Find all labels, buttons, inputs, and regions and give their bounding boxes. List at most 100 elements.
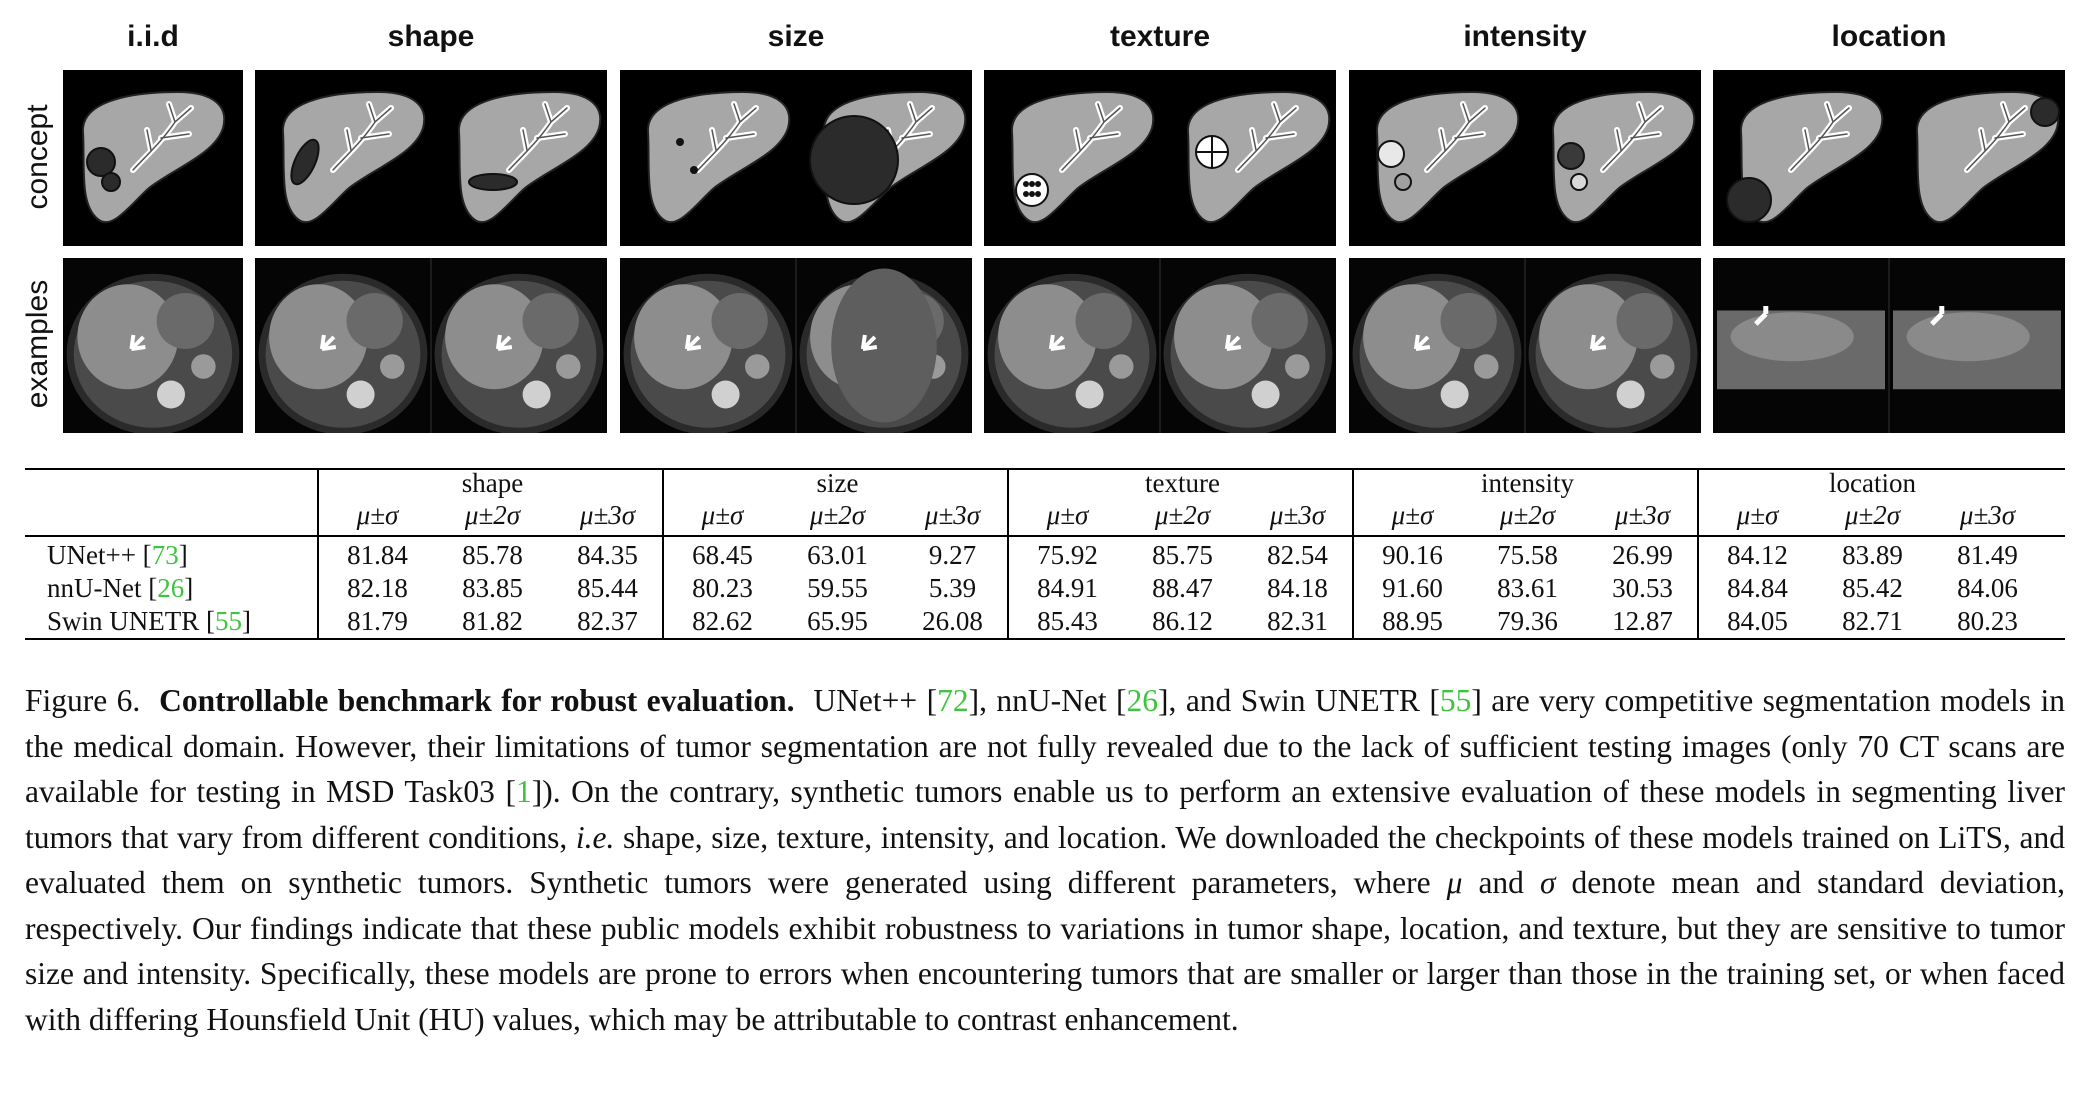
liver-location-edge-tumor-icon xyxy=(1915,90,2060,224)
liver-size-small-tumors-icon xyxy=(646,90,791,224)
table-cell: 85.78 xyxy=(462,540,523,570)
subheader: μ±3σ xyxy=(1614,500,1671,530)
table-cell: 84.84 xyxy=(1727,573,1788,603)
table-cell: 68.45 xyxy=(692,540,753,570)
table-cell: 83.89 xyxy=(1842,540,1903,570)
subheader: μ±3σ xyxy=(1269,500,1326,530)
subheader: μ±2σ xyxy=(464,500,521,530)
table-cell: 88.95 xyxy=(1382,606,1443,636)
figure-caption: Figure 6. Controllable benchmark for rob… xyxy=(25,683,2065,1037)
table-cell: 5.39 xyxy=(928,573,977,603)
citation-link[interactable]: 26 xyxy=(1126,683,1159,718)
subheader: μ±σ xyxy=(1391,500,1434,530)
group-header-texture: texture xyxy=(1145,468,1220,498)
column-title-shape: shape xyxy=(387,20,475,53)
row-label-examples: examples xyxy=(21,279,54,409)
liver-iid-two-dark-tumors-icon xyxy=(81,90,226,224)
column-separator xyxy=(1352,468,1354,640)
citation-link[interactable]: 1 xyxy=(515,774,532,809)
example-panel-location xyxy=(1713,258,2065,433)
table-cell: 82.31 xyxy=(1267,606,1328,636)
table-cell: 85.44 xyxy=(577,573,638,603)
table-cell: 26.08 xyxy=(922,606,983,636)
column-title-size: size xyxy=(767,20,825,53)
example-panel-iid xyxy=(63,258,243,433)
group-header-location: location xyxy=(1829,468,1916,498)
subheader: μ±3σ xyxy=(579,500,636,530)
column-title-location: location xyxy=(1831,20,1947,53)
ct-scan-size-1-image xyxy=(620,258,796,433)
column-separator xyxy=(1007,468,1009,640)
citation-link[interactable]: 73 xyxy=(151,540,179,570)
column-title-iid: i.i.d xyxy=(127,20,179,53)
caption-label: Figure 6. xyxy=(25,683,141,718)
concept-panel-iid xyxy=(63,70,243,246)
row-label-concept: concept xyxy=(21,104,54,210)
table-cell: 84.91 xyxy=(1037,573,1098,603)
table-row-model: Swin UNETR [55] xyxy=(47,606,251,636)
table-cell: 81.49 xyxy=(1957,540,2018,570)
table-cell: 82.62 xyxy=(692,606,753,636)
table-cell: 81.84 xyxy=(347,540,408,570)
table-cell: 83.85 xyxy=(462,573,523,603)
column-separator xyxy=(662,468,664,640)
ct-scan-location-1-image xyxy=(1713,258,1889,433)
table-cell: 9.27 xyxy=(928,540,977,570)
citation-link[interactable]: 72 xyxy=(937,683,969,718)
liver-intensity-bright-tumors-icon xyxy=(1375,90,1520,224)
ct-scan-iid-image xyxy=(63,258,243,433)
table-cell: 82.37 xyxy=(577,606,638,636)
table-cell: 88.47 xyxy=(1152,573,1213,603)
table-cell: 30.53 xyxy=(1612,573,1673,603)
ct-scan-shape-1-image xyxy=(255,258,431,433)
example-panel-texture xyxy=(984,258,1336,433)
ct-scan-size-2-image xyxy=(796,258,972,433)
table-cell: 84.18 xyxy=(1267,573,1328,603)
liver-location-outside-tumor-icon xyxy=(1726,90,1884,224)
table-cell: 80.23 xyxy=(692,573,753,603)
table-cell: 79.36 xyxy=(1497,606,1558,636)
table-cell: 84.35 xyxy=(577,540,638,570)
table-cell: 12.87 xyxy=(1612,606,1673,636)
table-cell: 75.92 xyxy=(1037,540,1098,570)
citation-link[interactable]: 55 xyxy=(1439,683,1472,718)
table-cell: 85.75 xyxy=(1152,540,1213,570)
table-cell: 59.55 xyxy=(807,573,868,603)
table-row-model: UNet++ [73] xyxy=(47,540,188,570)
concept-panel-intensity xyxy=(1349,70,1701,246)
ct-scan-intensity-2-image xyxy=(1525,258,1701,433)
column-separator xyxy=(317,468,319,640)
liver-shape-flat-tumor-icon xyxy=(457,90,602,224)
table-row-model: nnU-Net [26] xyxy=(47,573,194,603)
table-cell: 75.58 xyxy=(1497,540,1558,570)
table-cell: 83.61 xyxy=(1497,573,1558,603)
subheader: μ±3σ xyxy=(924,500,981,530)
subheader: μ±2σ xyxy=(1844,500,1901,530)
group-header-intensity: intensity xyxy=(1481,468,1574,498)
table-cell: 82.54 xyxy=(1267,540,1328,570)
ct-scan-texture-1-image xyxy=(984,258,1160,433)
subheader: μ±σ xyxy=(701,500,744,530)
table-cell: 84.05 xyxy=(1727,606,1788,636)
subheader: μ±3σ xyxy=(1959,500,2016,530)
table-cell: 81.82 xyxy=(462,606,523,636)
subheader: μ±2σ xyxy=(1499,500,1556,530)
table-bottom-rule xyxy=(25,638,2065,640)
liver-intensity-mixed-tumors-icon xyxy=(1551,90,1696,224)
table-cell: 85.43 xyxy=(1037,606,1098,636)
table-cell: 85.42 xyxy=(1842,573,1903,603)
concept-panel-size xyxy=(620,70,972,246)
ct-scan-texture-2-image xyxy=(1160,258,1336,433)
citation-link[interactable]: 55 xyxy=(215,606,242,636)
subheader: μ±σ xyxy=(1046,500,1089,530)
citation-link[interactable]: 26 xyxy=(157,573,185,603)
table-cell: 26.99 xyxy=(1612,540,1673,570)
subheader: μ±2σ xyxy=(1154,500,1211,530)
table-cell: 65.95 xyxy=(807,606,868,636)
subheader: μ±2σ xyxy=(809,500,866,530)
table-cell: 84.06 xyxy=(1957,573,2018,603)
ct-scan-intensity-1-image xyxy=(1349,258,1525,433)
table-cell: 82.71 xyxy=(1842,606,1903,636)
ct-scan-shape-2-image xyxy=(431,258,607,433)
liver-shape-elongated-tumor-icon xyxy=(281,90,426,224)
